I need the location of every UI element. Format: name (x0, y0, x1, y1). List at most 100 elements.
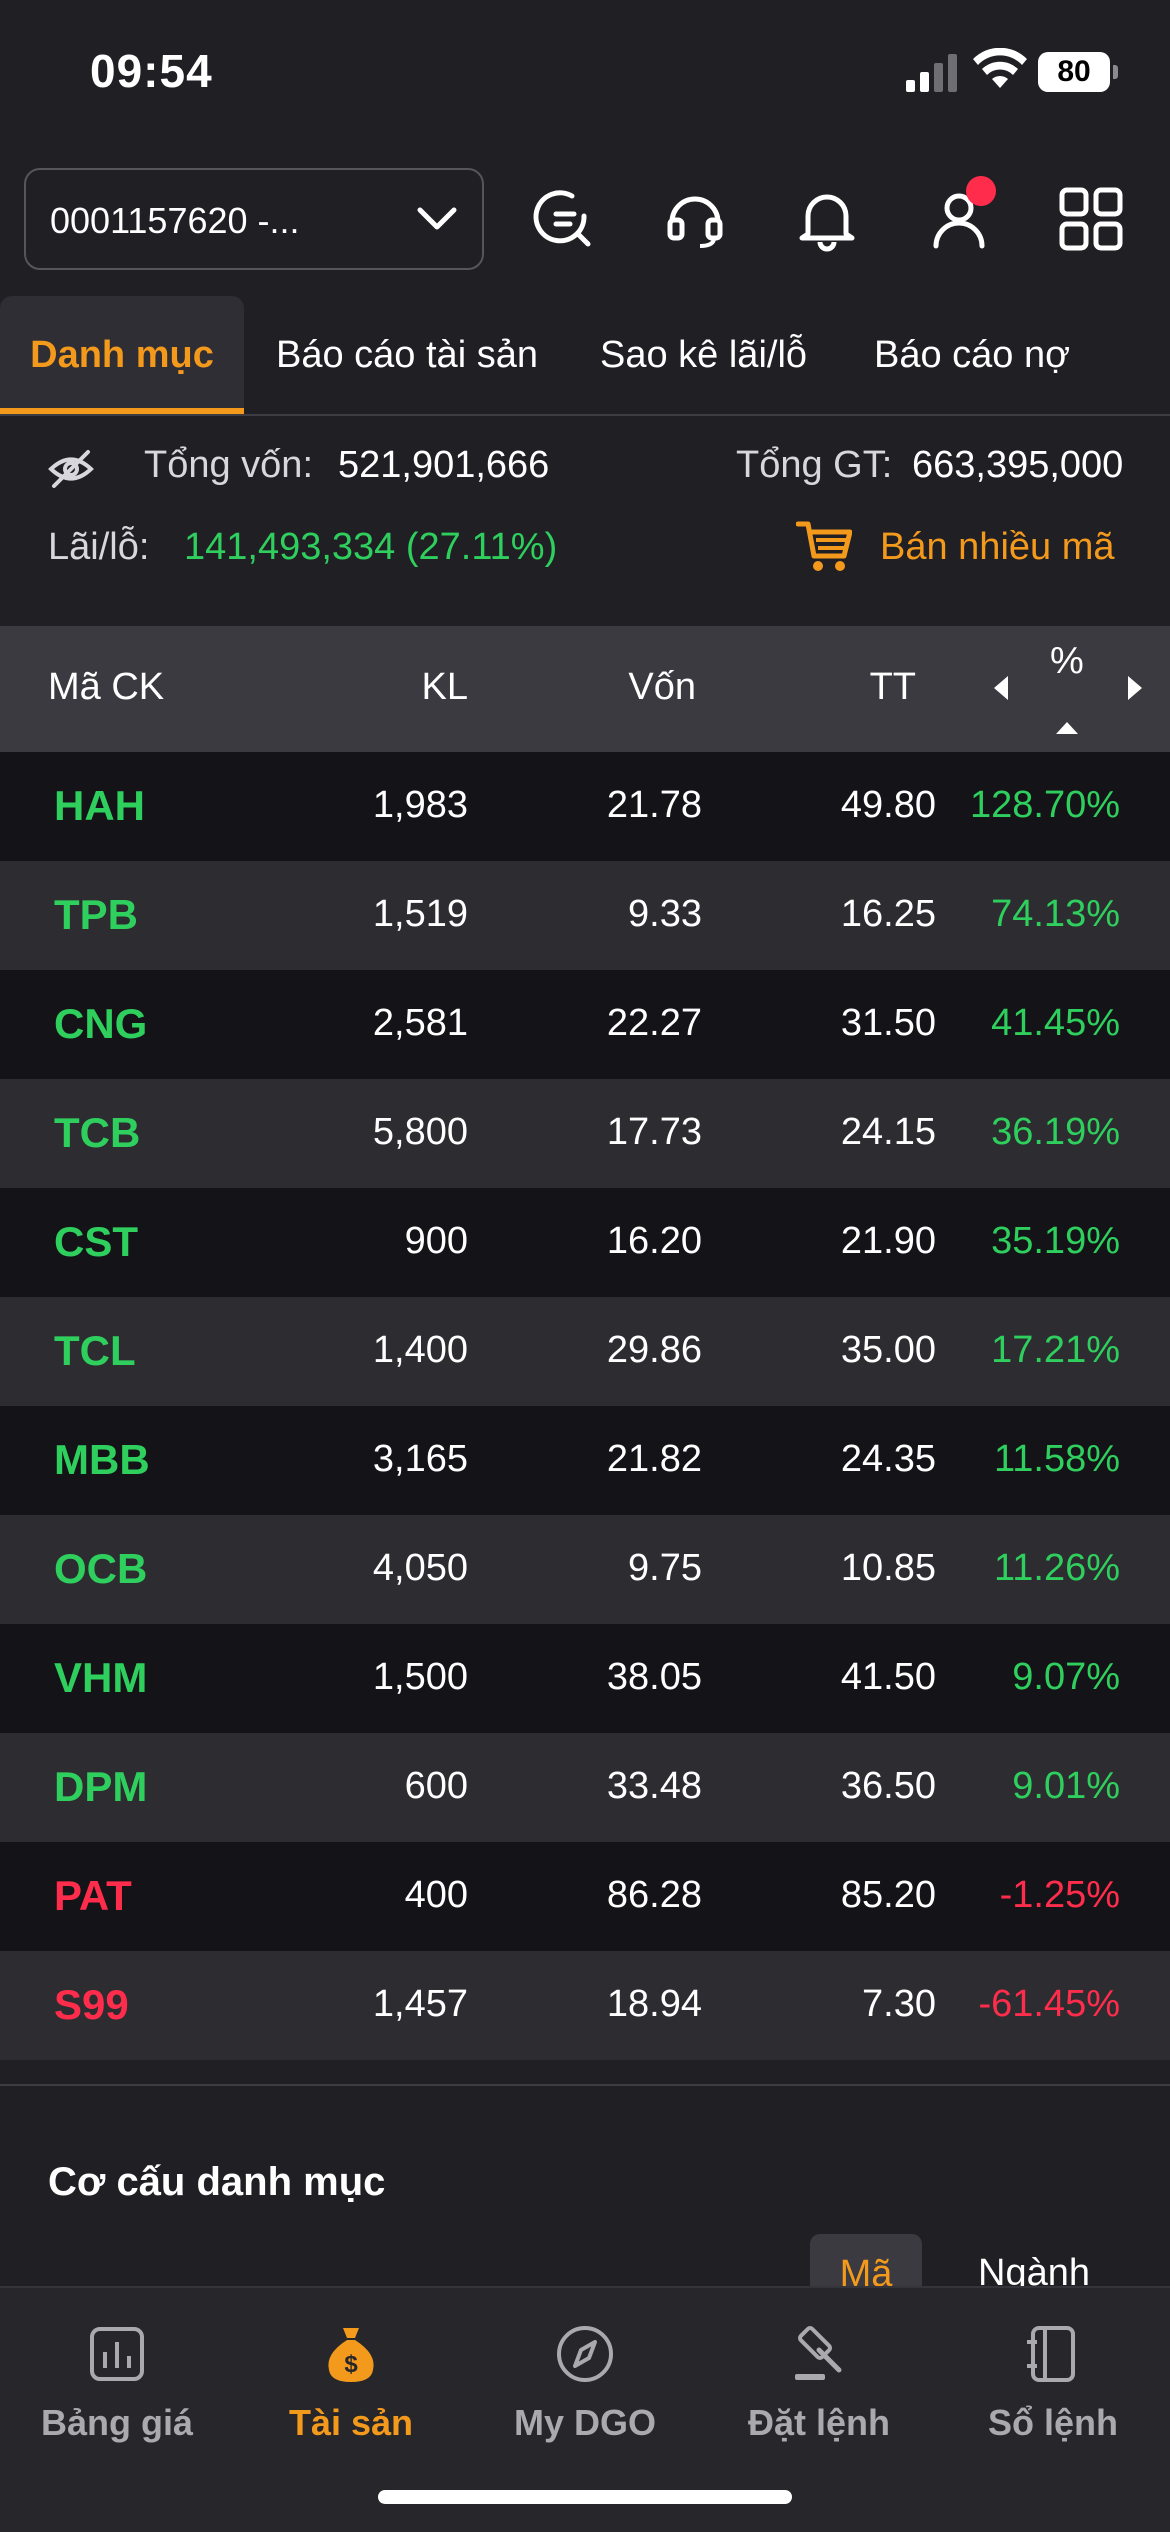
table-row[interactable]: TCL 1,400 29.86 35.00 17.21% (0, 1297, 1170, 1406)
tab-bao-cao-tai-san[interactable]: Báo cáo tài sản (276, 334, 538, 376)
table-row[interactable]: VHM 1,500 38.05 41.50 9.07% (0, 1624, 1170, 1733)
quantity-cell: 3,165 (372, 1438, 468, 1480)
sort-up-icon (1056, 722, 1078, 734)
percent-change-cell: 36.19% (991, 1111, 1120, 1153)
table-row[interactable]: S99 1,457 18.94 7.30 -61.45% (0, 1951, 1170, 2060)
tab-sao-ke-lai-lo[interactable]: Sao kê lãi/lỗ (600, 334, 808, 376)
percent-change-cell: 11.26% (993, 1547, 1120, 1589)
table-row[interactable]: TCB 5,800 17.73 24.15 36.19% (0, 1079, 1170, 1188)
symbol-cell: TPB (54, 891, 138, 938)
table-row[interactable]: PAT 400 86.28 85.20 -1.25% (0, 1842, 1170, 1951)
quantity-cell: 4,050 (372, 1547, 468, 1589)
symbol-cell: HAH (54, 782, 145, 829)
symbol-cell: TCB (54, 1109, 141, 1156)
percent-change-cell: 9.01% (1012, 1765, 1120, 1807)
section-divider (0, 2084, 1170, 2086)
status-bar: 09:54 80 (0, 0, 1170, 150)
market-price-cell: 16.25 (840, 893, 936, 935)
compass-icon (557, 2326, 613, 2382)
caret-right-icon[interactable] (1126, 674, 1144, 702)
total-capital-label: Tổng vốn: (144, 444, 313, 486)
notification-dot (966, 176, 996, 206)
col-von[interactable]: Vốn (628, 666, 696, 708)
grid-menu-icon[interactable] (1058, 186, 1124, 252)
percent-change-cell: -1.25% (999, 1874, 1120, 1916)
signal-icon (906, 54, 957, 92)
portfolio-structure-title: Cơ cấu danh mục (48, 2160, 386, 2204)
percent-change-cell: 41.45% (991, 1002, 1120, 1044)
market-price-cell: 49.80 (840, 784, 936, 826)
bell-icon[interactable] (794, 186, 860, 252)
wifi-icon (973, 48, 1027, 88)
profit-loss-value: 141,493,334 (27.11%) (184, 526, 558, 568)
market-price-cell: 24.35 (840, 1438, 936, 1480)
market-price-cell: 10.85 (840, 1547, 936, 1589)
table-row[interactable]: MBB 3,165 21.82 24.35 11.58% (0, 1406, 1170, 1515)
cart-icon[interactable] (796, 518, 852, 574)
status-time: 09:54 (90, 45, 213, 97)
table-row[interactable]: CNG 2,581 22.27 31.50 41.45% (0, 970, 1170, 1079)
percent-change-cell: 17.21% (991, 1329, 1120, 1371)
battery-indicator: 80 (1038, 52, 1118, 92)
quantity-cell: 400 (404, 1874, 468, 1916)
col-symbol[interactable]: Mã CK (48, 666, 165, 708)
cost-cell: 29.86 (606, 1329, 702, 1371)
ledger-icon (1027, 2326, 1075, 2382)
table-row[interactable]: HAH 1,983 21.78 49.80 128.70% (0, 752, 1170, 861)
holdings-table: HAH 1,983 21.78 49.80 128.70% TPB 1,519 9.33 16.… (0, 752, 1170, 2060)
user-icon[interactable] (926, 186, 992, 252)
table-row[interactable]: DPM 600 33.48 36.50 9.01% (0, 1733, 1170, 1842)
market-price-cell: 35.00 (840, 1329, 936, 1371)
nav-my-dgo[interactable]: My DGO (468, 2288, 702, 2532)
nav-label: Đặt lệnh (747, 2402, 890, 2443)
table-row[interactable]: OCB 4,050 9.75 10.85 11.26% (0, 1515, 1170, 1624)
cost-cell: 33.48 (606, 1765, 702, 1807)
symbol-cell: PAT (54, 1872, 132, 1919)
segment-by-symbol[interactable]: Mã (810, 2234, 922, 2294)
quantity-cell: 1,400 (372, 1329, 468, 1371)
tab-bao-cao-no[interactable]: Báo cáo nợ (874, 334, 1071, 376)
market-price-cell: 36.50 (840, 1765, 936, 1807)
symbol-cell: VHM (54, 1654, 148, 1701)
total-value-label: Tổng GT: (736, 444, 893, 486)
svg-text:$: $ (344, 2351, 358, 2378)
cost-cell: 38.05 (606, 1656, 702, 1698)
cost-cell: 9.75 (628, 1547, 702, 1589)
headset-icon[interactable] (662, 186, 728, 252)
nav-bang-gia[interactable]: Bảng giá (0, 2288, 234, 2532)
symbol-cell: OCB (54, 1545, 148, 1592)
quantity-cell: 600 (404, 1765, 468, 1807)
market-price-cell: 7.30 (862, 1983, 936, 2025)
caret-left-icon[interactable] (992, 674, 1010, 702)
home-indicator[interactable] (378, 2490, 792, 2504)
col-kl[interactable]: KL (421, 666, 468, 708)
account-selector[interactable]: 0001157620 -... (24, 168, 484, 270)
nav-label: Bảng giá (40, 2402, 193, 2443)
percent-change-cell: 35.19% (991, 1220, 1120, 1262)
market-price-cell: 31.50 (840, 1002, 936, 1044)
sell-multiple-button[interactable]: Bán nhiều mã (880, 526, 1115, 568)
search-refresh-icon[interactable] (530, 186, 596, 252)
percent-change-cell: 128.70% (969, 784, 1120, 826)
cost-cell: 17.73 (606, 1111, 702, 1153)
col-pct[interactable]: % (1050, 640, 1084, 682)
nav-label: Sổ lệnh (987, 2402, 1118, 2443)
col-tt[interactable]: TT (869, 666, 916, 708)
tab-danh-muc[interactable]: Danh mục (0, 296, 244, 414)
tab-bar: Danh mục Báo cáo tài sản Sao kê lãi/lỗ B… (0, 296, 1170, 416)
cost-cell: 21.82 (606, 1438, 702, 1480)
market-price-cell: 85.20 (840, 1874, 936, 1916)
market-price-cell: 21.90 (840, 1220, 936, 1262)
table-row[interactable]: TPB 1,519 9.33 16.25 74.13% (0, 861, 1170, 970)
nav-tai-san[interactable]: $ Tài sản (234, 2288, 468, 2532)
hide-values-icon[interactable] (48, 446, 94, 492)
cost-cell: 16.20 (606, 1220, 702, 1262)
chart-icon (90, 2327, 144, 2381)
nav-dat-lenh[interactable]: Đặt lệnh (702, 2288, 936, 2532)
market-price-cell: 41.50 (840, 1656, 936, 1698)
table-row[interactable]: CST 900 16.20 21.90 35.19% (0, 1188, 1170, 1297)
percent-change-cell: 9.07% (1012, 1656, 1120, 1698)
nav-so-lenh[interactable]: Sổ lệnh (936, 2288, 1170, 2532)
quantity-cell: 1,457 (372, 1983, 468, 2025)
percent-change-cell: 74.13% (991, 893, 1120, 935)
